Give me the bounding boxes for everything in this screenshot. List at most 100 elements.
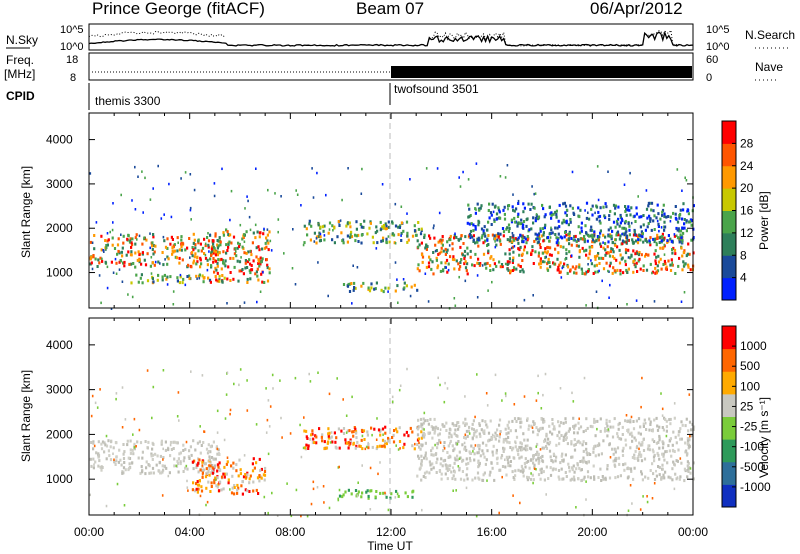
data-cell bbox=[464, 424, 467, 427]
cpid-mode-1: themis 3300 bbox=[95, 94, 161, 108]
data-cell bbox=[505, 473, 508, 477]
data-cell bbox=[255, 461, 258, 465]
data-cell bbox=[570, 477, 574, 481]
data-cell bbox=[687, 429, 690, 433]
data-cell bbox=[680, 461, 683, 465]
data-cell bbox=[258, 235, 261, 239]
data-cell bbox=[216, 409, 219, 413]
data-cell bbox=[419, 443, 422, 447]
data-cell bbox=[158, 469, 161, 473]
data-cell bbox=[644, 475, 647, 479]
data-cell bbox=[634, 233, 637, 236]
data-cell bbox=[433, 431, 436, 435]
data-cell bbox=[550, 253, 553, 257]
data-cell bbox=[532, 458, 534, 461]
data-cell bbox=[221, 167, 223, 171]
data-cell bbox=[161, 470, 164, 474]
data-cell bbox=[592, 450, 595, 454]
data-cell bbox=[136, 440, 139, 444]
data-cell bbox=[407, 238, 410, 242]
data-cell bbox=[163, 464, 166, 468]
data-cell bbox=[311, 167, 313, 170]
data-cell bbox=[268, 267, 271, 271]
data-cell bbox=[464, 235, 467, 239]
data-cell bbox=[444, 247, 447, 251]
data-cell bbox=[675, 226, 678, 230]
data-cell bbox=[466, 467, 469, 471]
data-cell bbox=[565, 252, 568, 256]
data-cell bbox=[199, 258, 202, 262]
data-cell bbox=[676, 476, 679, 479]
data-cell bbox=[514, 429, 517, 433]
data-cell bbox=[255, 167, 257, 170]
data-cell bbox=[159, 454, 162, 458]
data-cell bbox=[267, 248, 270, 252]
data-cell bbox=[192, 232, 195, 236]
power-ytick-1000: 1000 bbox=[46, 266, 73, 280]
data-cell bbox=[433, 429, 437, 433]
data-cell bbox=[360, 495, 363, 499]
data-cell bbox=[523, 245, 526, 249]
data-cell bbox=[92, 457, 95, 461]
data-cell bbox=[564, 471, 567, 474]
data-cell bbox=[149, 264, 152, 268]
data-cell bbox=[538, 243, 542, 246]
data-cell bbox=[629, 446, 632, 450]
data-cell bbox=[266, 418, 269, 422]
data-cell bbox=[678, 216, 681, 220]
data-cell bbox=[129, 448, 132, 452]
data-cell bbox=[543, 478, 546, 482]
data-cell bbox=[589, 424, 592, 428]
data-cell bbox=[663, 220, 666, 224]
data-cell bbox=[436, 167, 439, 170]
data-cell bbox=[678, 229, 681, 233]
data-cell bbox=[489, 269, 492, 272]
data-cell bbox=[612, 452, 615, 456]
data-cell bbox=[682, 208, 685, 212]
data-cell bbox=[602, 205, 605, 209]
data-cell bbox=[509, 429, 512, 433]
data-cell bbox=[126, 237, 129, 241]
data-cell bbox=[592, 464, 595, 468]
data-cell bbox=[257, 492, 260, 495]
data-cell bbox=[517, 241, 520, 245]
data-cell bbox=[236, 491, 239, 495]
data-cell bbox=[612, 425, 615, 429]
freq-label: Freq. bbox=[6, 53, 34, 67]
colorbar-tick: 24 bbox=[740, 159, 754, 173]
data-cell bbox=[387, 225, 391, 229]
data-cell bbox=[137, 250, 140, 254]
data-cell bbox=[392, 233, 396, 237]
data-cell bbox=[542, 446, 545, 450]
data-cell bbox=[596, 235, 599, 238]
data-cell bbox=[452, 449, 455, 453]
data-cell bbox=[477, 238, 480, 242]
data-cell bbox=[464, 433, 467, 436]
data-cell bbox=[350, 492, 353, 496]
nsearch-label: N.Search bbox=[745, 28, 795, 42]
data-cell bbox=[497, 208, 501, 212]
data-cell bbox=[645, 252, 648, 256]
data-cell bbox=[341, 239, 344, 243]
colorbar-tick: 16 bbox=[740, 204, 754, 218]
data-cell bbox=[308, 219, 311, 223]
data-cell bbox=[641, 376, 643, 380]
data-cell bbox=[513, 209, 516, 213]
data-cell bbox=[361, 447, 364, 451]
data-cell bbox=[427, 300, 430, 303]
data-cell bbox=[213, 270, 216, 274]
data-cell bbox=[517, 212, 520, 216]
data-cell bbox=[476, 296, 479, 299]
data-cell bbox=[609, 226, 612, 230]
data-cell bbox=[669, 417, 672, 421]
data-cell bbox=[416, 474, 419, 478]
data-cell bbox=[545, 493, 547, 496]
data-cell bbox=[523, 235, 526, 239]
data-cell bbox=[604, 248, 607, 252]
data-cell bbox=[538, 237, 541, 241]
data-cell bbox=[676, 220, 680, 224]
data-cell bbox=[186, 479, 188, 483]
data-cell bbox=[474, 241, 477, 245]
data-cell bbox=[443, 447, 446, 450]
data-cell bbox=[477, 257, 480, 261]
